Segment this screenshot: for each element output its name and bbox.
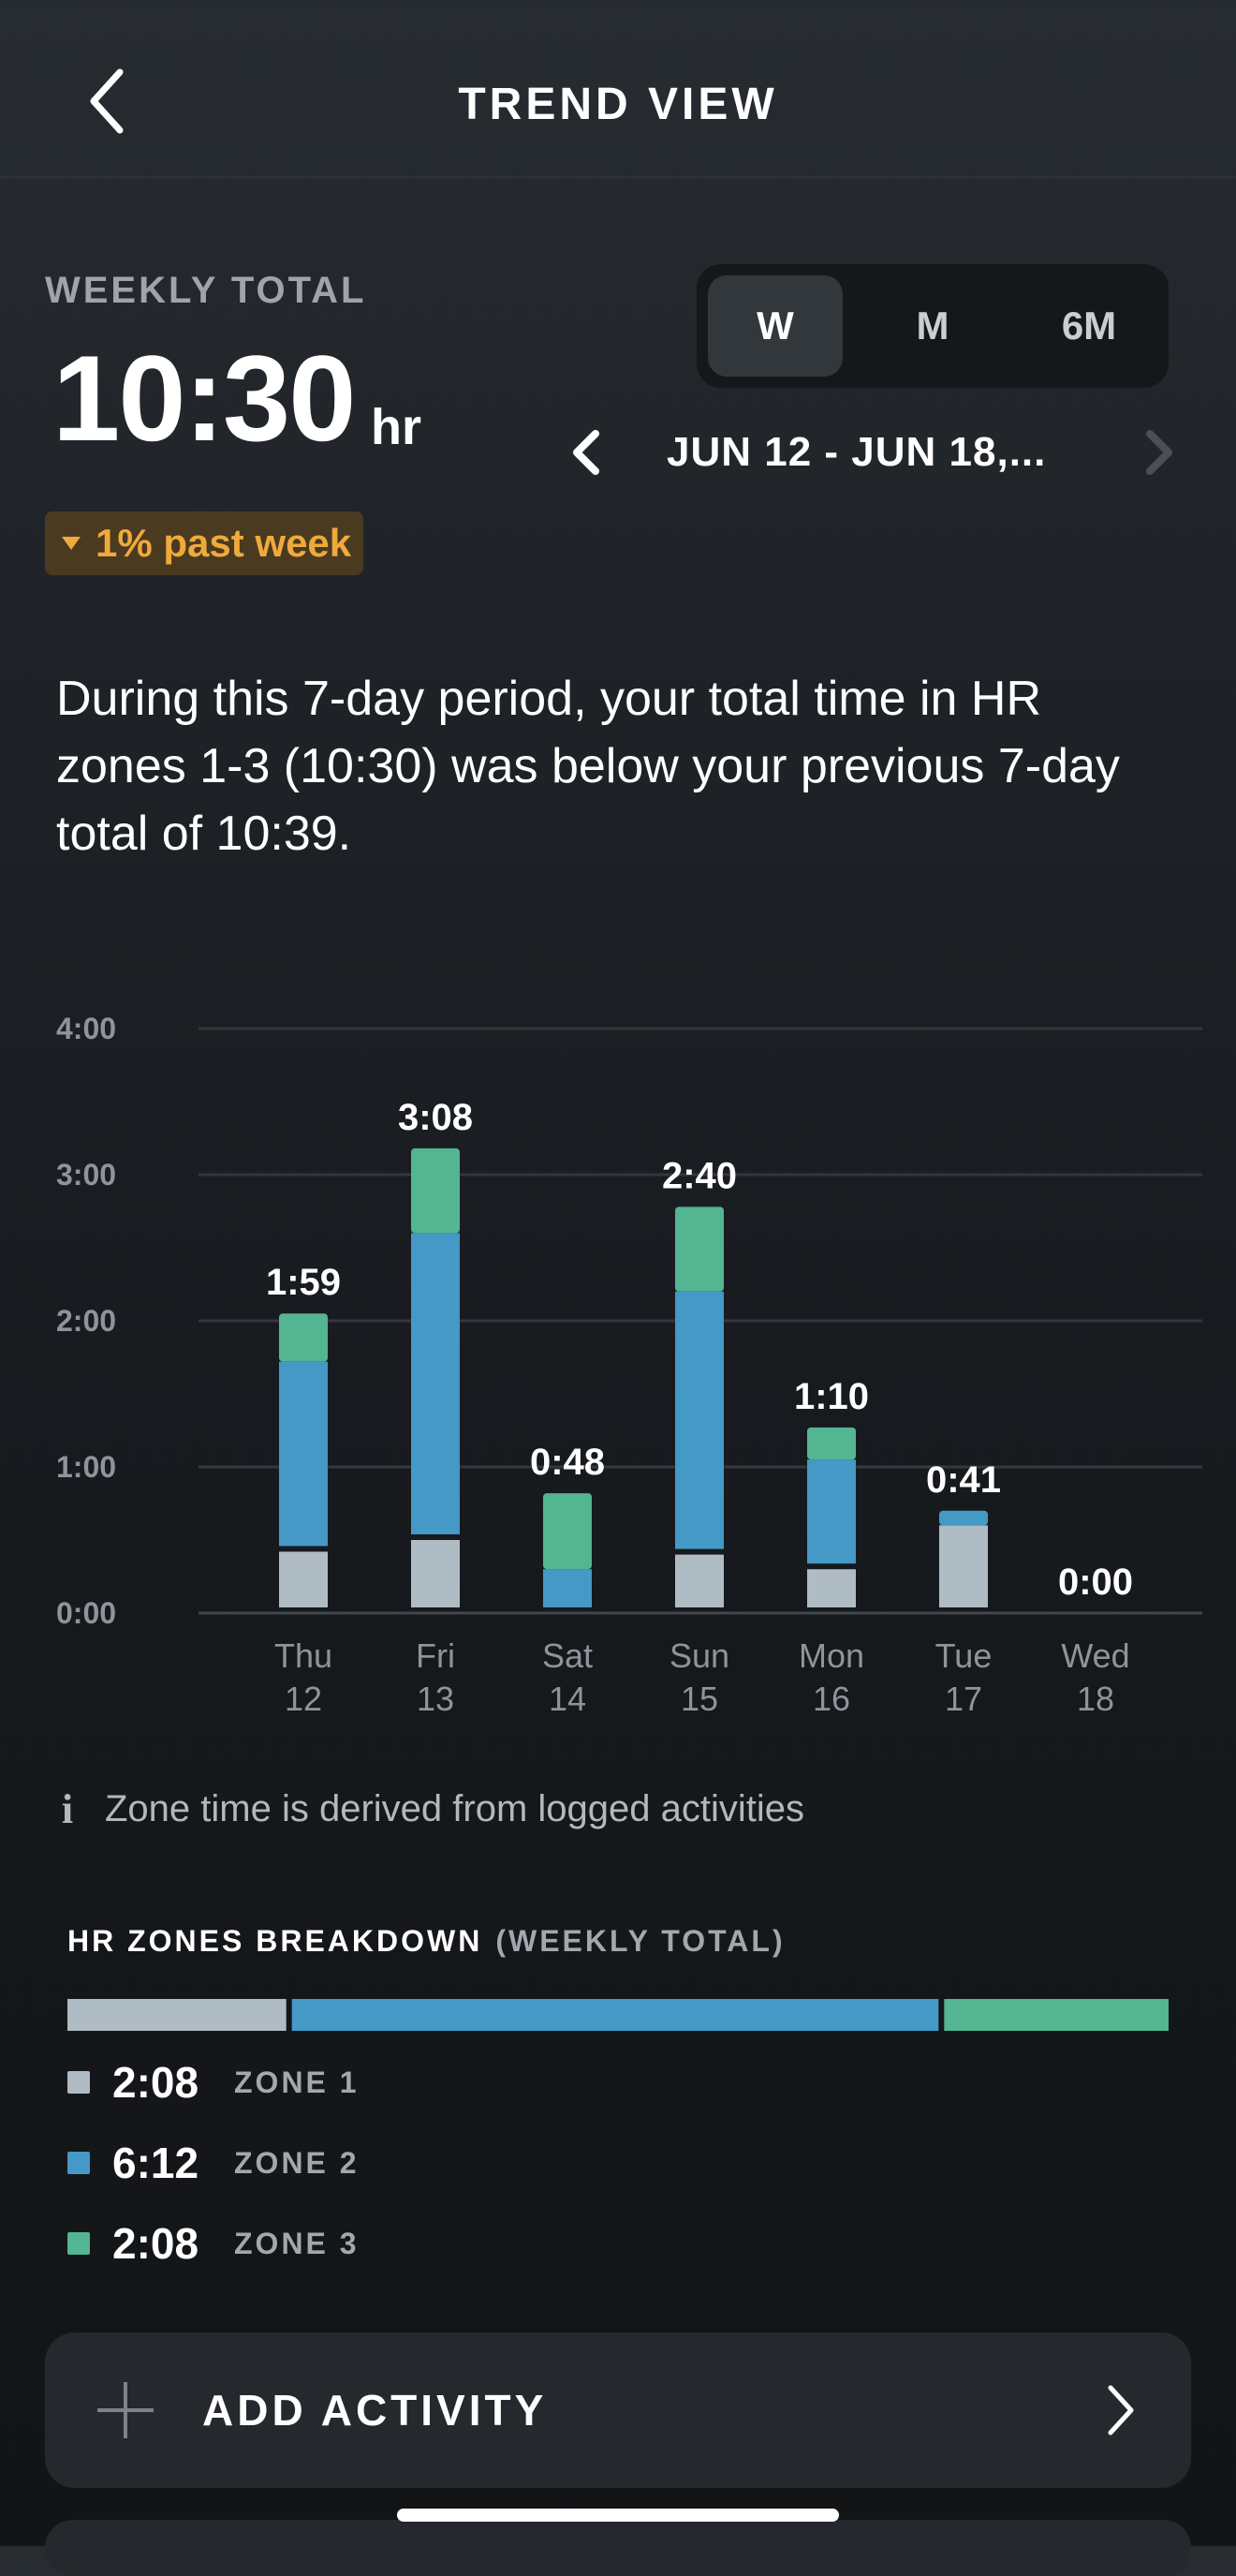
home-indicator[interactable] <box>397 2509 839 2522</box>
bar-segment-zone-3 <box>807 1427 856 1460</box>
bar-value-label: 1:59 <box>266 1262 341 1303</box>
bar-value-label: 1:10 <box>794 1376 869 1417</box>
zone-time-chart: 0:00 1:00 2:00 3:00 4:00 1:59 Thu 12 3:08 Fri 13 0:… <box>56 1012 1202 1718</box>
zone-row-3: 2:08 ZONE 3 <box>67 2218 360 2269</box>
breakdown-segment-zone-2 <box>291 1999 939 2031</box>
add-activity-button[interactable]: ADD ACTIVITY <box>45 2332 1191 2488</box>
bar-value-label: 3:08 <box>398 1097 473 1138</box>
x-date-label: 14 <box>549 1680 586 1718</box>
zone-3-name: ZONE 3 <box>234 2226 360 2260</box>
x-date-label: 17 <box>945 1680 982 1718</box>
add-activity-label: ADD ACTIVITY <box>202 2386 548 2435</box>
info-note: i Zone time is derived from logged activ… <box>56 1785 804 1833</box>
weekly-total-unit: hr <box>371 399 421 455</box>
zone-1-time: 2:08 <box>112 2058 199 2107</box>
bar-segment-zone-1 <box>807 1569 856 1607</box>
x-day-label: Sun <box>670 1636 729 1675</box>
breakdown-segment-zone-1 <box>67 1999 287 2031</box>
bar-segment-zone-2 <box>939 1510 988 1526</box>
zone-breakdown-bar <box>67 1999 1169 2031</box>
delta-badge: 1% past week <box>45 511 363 575</box>
zone-1-swatch <box>67 2071 90 2094</box>
back-button[interactable] <box>77 62 137 141</box>
zone-2-name: ZONE 2 <box>234 2145 360 2180</box>
period-selector: W M 6M <box>697 264 1169 388</box>
bar-segment-zone-2 <box>675 1291 724 1549</box>
zone-2-swatch <box>67 2152 90 2174</box>
next-period-button[interactable] <box>1133 422 1185 483</box>
x-date-label: 13 <box>417 1680 454 1718</box>
previous-period-button[interactable] <box>560 422 612 483</box>
x-date-label: 18 <box>1077 1680 1114 1718</box>
period-description: During this 7-day period, your total tim… <box>56 672 1120 861</box>
weekly-total-label: WEEKLY TOTAL <box>45 270 367 311</box>
bar-segment-zone-1 <box>279 1551 328 1607</box>
bar-segment-zone-3 <box>411 1147 460 1234</box>
y-tick-label: 0:00 <box>56 1596 116 1630</box>
bar-segment-zone-3 <box>279 1313 328 1362</box>
page-title: TREND VIEW <box>458 80 778 129</box>
bar-value-label: 0:41 <box>926 1459 1001 1501</box>
x-day-label: Tue <box>935 1636 993 1675</box>
delta-text: 1% past week <box>96 521 352 565</box>
chevron-left-icon <box>90 68 124 134</box>
bar-segment-zone-3 <box>543 1493 592 1570</box>
tab-week[interactable]: W <box>708 275 843 377</box>
bar-value-label: 2:40 <box>662 1155 737 1196</box>
date-range: JUN 12 - JUN 18,... <box>667 429 1047 475</box>
bar-segment-zone-3 <box>675 1207 724 1292</box>
chevron-right-icon <box>1146 430 1172 475</box>
weekly-total-value: 10:30 <box>52 330 356 466</box>
bar-segment-zone-2 <box>411 1233 460 1534</box>
tab-month[interactable]: M <box>916 303 949 348</box>
x-day-label: Fri <box>416 1636 455 1675</box>
bar-segment-zone-1 <box>939 1525 988 1607</box>
zone-1-name: ZONE 1 <box>234 2065 360 2099</box>
y-tick-label: 3:00 <box>56 1158 116 1192</box>
next-card <box>45 2520 1191 2576</box>
tab-6-months[interactable]: 6M <box>1061 303 1117 348</box>
y-tick-label: 2:00 <box>56 1304 116 1338</box>
bar-segment-zone-2 <box>279 1361 328 1547</box>
chevron-left-icon <box>573 430 599 475</box>
y-tick-label: 4:00 <box>56 1012 116 1045</box>
bar-segment-zone-2 <box>807 1459 856 1564</box>
breakdown-title: HR ZONES BREAKDOWN (WEEKLY TOTAL) <box>67 1924 786 1959</box>
bar-segment-zone-1 <box>675 1554 724 1607</box>
info-text: Zone time is derived from logged activit… <box>105 1788 804 1829</box>
breakdown-segment-zone-3 <box>944 1999 1169 2031</box>
zone-3-time: 2:08 <box>112 2219 199 2268</box>
zone-row-2: 6:12 ZONE 2 <box>67 2138 360 2188</box>
x-day-label: Thu <box>274 1636 332 1675</box>
x-date-label: 16 <box>813 1680 850 1718</box>
bar-segment-zone-2 <box>543 1569 592 1607</box>
bar-value-label: 0:48 <box>530 1442 605 1483</box>
zone-2-time: 6:12 <box>112 2139 199 2187</box>
triangle-down-icon <box>62 537 81 550</box>
zone-3-swatch <box>67 2232 90 2255</box>
plus-icon <box>97 2382 154 2438</box>
x-day-label: Wed <box>1061 1636 1129 1675</box>
breakdown-title-text: HR ZONES BREAKDOWN <box>67 1924 483 1958</box>
breakdown-subtitle: (WEEKLY TOTAL) <box>495 1924 786 1958</box>
x-day-label: Mon <box>799 1636 864 1675</box>
y-tick-label: 1:00 <box>56 1450 116 1484</box>
bar-segment-zone-1 <box>411 1540 460 1607</box>
header-divider <box>0 176 1236 178</box>
bar-value-label: 0:00 <box>1058 1562 1133 1603</box>
info-icon: i <box>61 1786 74 1832</box>
x-date-label: 15 <box>681 1680 718 1718</box>
x-day-label: Sat <box>542 1636 593 1675</box>
zone-row-1: 2:08 ZONE 1 <box>67 2057 360 2108</box>
chevron-right-icon <box>1108 2385 1134 2435</box>
x-date-label: 12 <box>285 1680 322 1718</box>
